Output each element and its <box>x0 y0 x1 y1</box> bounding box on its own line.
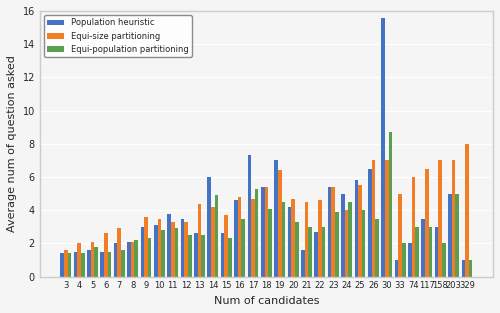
Bar <box>238 197 242 277</box>
Bar <box>372 160 375 277</box>
X-axis label: Num of candidates: Num of candidates <box>214 296 319 306</box>
Bar <box>171 222 174 277</box>
Bar <box>348 202 352 277</box>
Bar <box>274 160 278 277</box>
Bar <box>188 235 192 277</box>
Bar <box>234 200 238 277</box>
Bar <box>402 244 406 277</box>
Bar <box>416 227 419 277</box>
Bar <box>184 222 188 277</box>
Bar <box>221 233 224 277</box>
Bar <box>198 203 202 277</box>
Bar <box>408 244 412 277</box>
Bar <box>68 254 71 277</box>
Bar <box>335 212 338 277</box>
Bar <box>121 250 124 277</box>
Bar <box>328 187 332 277</box>
Bar <box>134 240 138 277</box>
Bar <box>308 227 312 277</box>
Bar <box>261 187 264 277</box>
Bar <box>208 177 211 277</box>
Bar <box>456 194 459 277</box>
Bar <box>255 189 258 277</box>
Bar <box>214 195 218 277</box>
Bar <box>295 222 298 277</box>
Bar <box>435 227 438 277</box>
Bar <box>422 218 425 277</box>
Bar <box>304 202 308 277</box>
Bar <box>94 247 98 277</box>
Bar <box>158 218 161 277</box>
Bar <box>100 252 104 277</box>
Bar <box>425 169 428 277</box>
Bar <box>314 232 318 277</box>
Bar <box>288 207 292 277</box>
Bar <box>180 218 184 277</box>
Bar <box>87 250 90 277</box>
Bar <box>148 239 152 277</box>
Bar <box>224 215 228 277</box>
Bar <box>211 207 214 277</box>
Legend: Population heuristic, Equi-size partitioning, Equi-population partitioning: Population heuristic, Equi-size partitio… <box>44 15 192 57</box>
Bar <box>438 160 442 277</box>
Bar <box>278 170 281 277</box>
Bar <box>242 218 245 277</box>
Bar <box>228 239 232 277</box>
Bar <box>127 242 131 277</box>
Bar <box>398 194 402 277</box>
Bar <box>144 217 148 277</box>
Bar <box>154 225 158 277</box>
Bar <box>385 160 388 277</box>
Bar <box>362 210 366 277</box>
Bar <box>442 244 446 277</box>
Bar <box>341 194 345 277</box>
Bar <box>140 227 144 277</box>
Bar <box>108 252 112 277</box>
Bar <box>358 185 362 277</box>
Bar <box>60 254 64 277</box>
Bar <box>332 187 335 277</box>
Bar <box>462 260 465 277</box>
Bar <box>292 198 295 277</box>
Bar <box>375 218 379 277</box>
Bar <box>174 228 178 277</box>
Bar <box>118 228 121 277</box>
Bar <box>354 180 358 277</box>
Bar <box>78 244 81 277</box>
Bar <box>388 132 392 277</box>
Bar <box>345 210 348 277</box>
Bar <box>104 233 108 277</box>
Bar <box>322 227 326 277</box>
Bar <box>301 250 304 277</box>
Bar <box>465 144 469 277</box>
Bar <box>318 200 322 277</box>
Bar <box>382 18 385 277</box>
Bar <box>452 160 456 277</box>
Bar <box>194 233 198 277</box>
Bar <box>131 242 134 277</box>
Bar <box>428 227 432 277</box>
Bar <box>161 230 165 277</box>
Bar <box>64 250 68 277</box>
Bar <box>248 156 251 277</box>
Bar <box>81 254 84 277</box>
Bar <box>448 194 452 277</box>
Bar <box>202 235 205 277</box>
Bar <box>74 252 78 277</box>
Bar <box>282 202 285 277</box>
Bar <box>412 177 416 277</box>
Y-axis label: Average num of question asked: Average num of question asked <box>7 55 17 232</box>
Bar <box>168 213 171 277</box>
Bar <box>368 169 372 277</box>
Bar <box>114 244 117 277</box>
Bar <box>251 198 255 277</box>
Bar <box>268 208 272 277</box>
Bar <box>394 260 398 277</box>
Bar <box>264 187 268 277</box>
Bar <box>90 242 94 277</box>
Bar <box>469 260 472 277</box>
